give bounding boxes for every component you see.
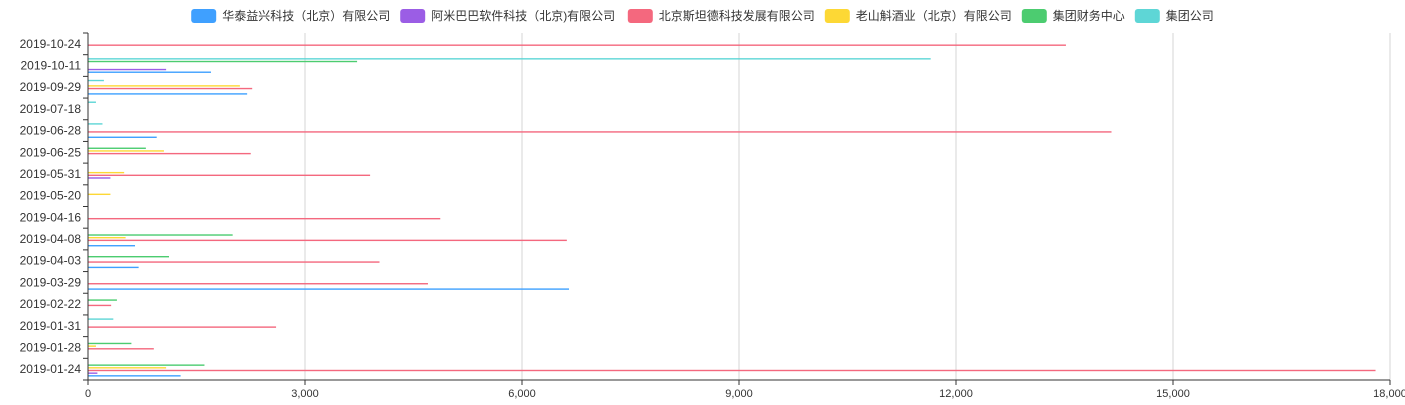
- legend-label: 集团公司: [1166, 8, 1214, 23]
- bar[interactable]: [88, 261, 380, 263]
- bar[interactable]: [88, 318, 114, 320]
- bar[interactable]: [88, 79, 104, 82]
- legend-swatch: [1134, 9, 1160, 23]
- y-tick-label: 2019-03-29: [20, 275, 82, 289]
- y-tick-label: 2019-02-22: [20, 297, 82, 311]
- bar[interactable]: [88, 367, 167, 369]
- y-tick-label: 2019-10-24: [20, 37, 82, 51]
- bar[interactable]: [88, 345, 96, 347]
- y-tick-label: 2019-07-18: [20, 102, 82, 116]
- bar[interactable]: [88, 87, 253, 90]
- bar[interactable]: [88, 136, 157, 138]
- legend-item[interactable]: 阿米巴巴软件科技（北京)有限公司: [400, 9, 615, 23]
- bar[interactable]: [88, 101, 96, 103]
- x-tick-label: 18,000: [1373, 388, 1405, 400]
- bar[interactable]: [88, 174, 371, 177]
- bar[interactable]: [88, 85, 240, 87]
- y-tick-label: 2019-05-20: [20, 189, 82, 203]
- x-tick-label: 9,000: [725, 388, 753, 400]
- bar[interactable]: [88, 245, 136, 247]
- y-tick-label: 2019-01-31: [20, 319, 82, 333]
- y-tick-label: 2019-04-03: [20, 254, 82, 268]
- bar[interactable]: [88, 68, 167, 71]
- bar[interactable]: [88, 193, 111, 196]
- bar[interactable]: [88, 152, 251, 155]
- legend-item[interactable]: 集团公司: [1134, 8, 1214, 23]
- bar[interactable]: [88, 372, 98, 374]
- bars-layer: [88, 44, 1376, 377]
- x-tick-label: 15,000: [1156, 388, 1190, 400]
- legend-item[interactable]: 北京斯坦德科技发展有限公司: [627, 8, 815, 23]
- bar[interactable]: [88, 304, 112, 307]
- legend-label: 老山斛酒业（北京）有限公司: [856, 9, 1012, 23]
- x-tick-label: 6,000: [508, 388, 536, 400]
- bar[interactable]: [88, 93, 248, 95]
- x-tick-label: 0: [85, 388, 91, 400]
- legend-swatch: [191, 9, 217, 23]
- legend-label: 华泰益兴科技（北京）有限公司: [222, 9, 390, 23]
- bar[interactable]: [88, 299, 117, 301]
- bar[interactable]: [88, 58, 931, 60]
- legend: 华泰益兴科技（北京）有限公司 阿米巴巴软件科技（北京)有限公司 北京斯坦德科技发展有…: [191, 8, 1214, 23]
- axes: 0 3,000 6,000 9,000 12,000 15,000 18,000 2019-1…: [20, 32, 1405, 400]
- bar[interactable]: [88, 171, 125, 174]
- bar[interactable]: [88, 147, 146, 149]
- bar[interactable]: [88, 288, 570, 290]
- y-tick-label: 2019-06-25: [20, 145, 82, 159]
- bar[interactable]: [88, 342, 132, 345]
- bar[interactable]: [88, 44, 1066, 46]
- legend-label: 阿米巴巴软件科技（北京)有限公司: [431, 9, 615, 23]
- bar[interactable]: [88, 326, 277, 328]
- bar[interactable]: [88, 364, 205, 366]
- legend-swatch: [627, 9, 653, 23]
- y-tick-label: 2019-05-31: [20, 167, 82, 181]
- legend-item[interactable]: 老山斛酒业（北京）有限公司: [824, 9, 1012, 23]
- bar[interactable]: [88, 369, 1376, 372]
- x-tick-label: 3,000: [291, 388, 319, 400]
- bar[interactable]: [88, 266, 139, 269]
- bar[interactable]: [88, 71, 211, 73]
- legend-swatch: [1021, 9, 1047, 23]
- y-tick-label: 2019-01-24: [20, 362, 82, 376]
- bar[interactable]: [88, 348, 154, 350]
- y-tick-label: 2019-06-28: [20, 124, 82, 138]
- bar[interactable]: [88, 256, 170, 258]
- y-tick-label: 2019-04-08: [20, 232, 82, 246]
- grid-lines: [304, 33, 1391, 380]
- bar[interactable]: [88, 239, 567, 242]
- y-tick-label: 2019-04-16: [20, 210, 82, 224]
- bar[interactable]: [88, 177, 111, 179]
- bar[interactable]: [88, 217, 441, 220]
- legend-swatch: [824, 9, 850, 23]
- x-tick-label: 12,000: [939, 388, 973, 400]
- y-tick-label: 2019-01-28: [20, 340, 82, 354]
- bar[interactable]: [88, 234, 233, 236]
- legend-swatch: [400, 9, 426, 23]
- legend-item[interactable]: 集团财务中心: [1021, 8, 1125, 23]
- y-tick-label: 2019-10-11: [21, 59, 82, 73]
- bar[interactable]: [88, 236, 126, 239]
- bar[interactable]: [88, 283, 428, 285]
- legend-label: 北京斯坦德科技发展有限公司: [659, 8, 815, 23]
- bar[interactable]: [88, 60, 358, 63]
- bar[interactable]: [88, 150, 164, 152]
- y-tick-label: 2019-09-29: [20, 80, 82, 94]
- legend-label: 集团财务中心: [1053, 8, 1125, 23]
- bar[interactable]: [88, 375, 181, 377]
- bar[interactable]: [88, 123, 103, 125]
- legend-item[interactable]: 华泰益兴科技（北京）有限公司: [191, 9, 390, 23]
- bar[interactable]: [88, 131, 1112, 133]
